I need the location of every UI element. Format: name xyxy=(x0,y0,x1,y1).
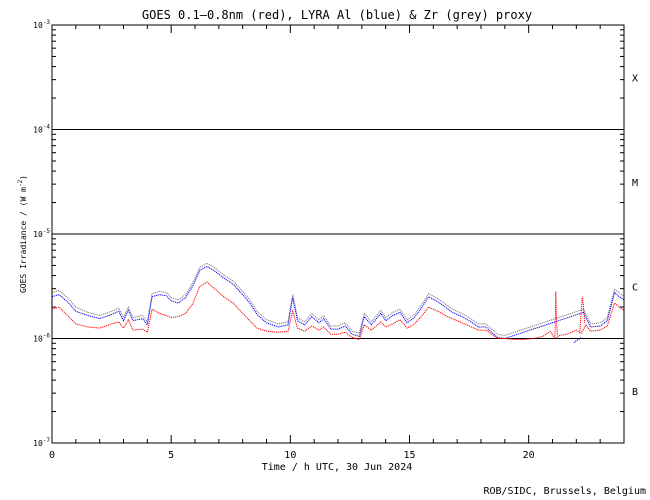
y-axis-ticks: 10-7 10-6 10-5 10-4 10-3 xyxy=(33,19,624,448)
credit-text: ROB/SIDC, Brussels, Belgium xyxy=(483,486,646,497)
y-axis-label-close: ) xyxy=(19,175,28,180)
series-goes_spike xyxy=(554,291,558,337)
x-tick-label-15: 15 xyxy=(403,450,415,461)
series-goes_spike2 xyxy=(579,296,586,332)
chart-title: GOES 0.1—0.8nm (red), LYRA Al (blue) & Z… xyxy=(142,8,532,22)
series-al xyxy=(51,265,625,340)
y-axis-label-main: GOES Irradiance / (W m xyxy=(19,187,28,293)
y-tick-label--6: 10-6 xyxy=(33,333,50,344)
y-tick-label--4: 10-4 xyxy=(33,124,50,135)
x-axis-label: Time / h UTC, 30 Jun 2024 xyxy=(262,462,413,473)
y-tick-label--3: 10-3 xyxy=(33,19,50,30)
x-tick-label-5: 5 xyxy=(168,450,174,461)
y-tick-label--7: 10-7 xyxy=(33,437,50,448)
x-tick-label-20: 20 xyxy=(523,450,535,461)
series-goes xyxy=(51,281,625,341)
flare-class-lines xyxy=(52,129,624,339)
flare-class-X: X xyxy=(632,73,638,84)
flare-class-M: M xyxy=(632,178,638,189)
y-axis-label-sup: -2 xyxy=(17,179,24,187)
flare-class-B: B xyxy=(632,387,638,398)
x-tick-label-10: 10 xyxy=(284,450,296,461)
flare-class-C: C xyxy=(632,282,638,293)
y-axis-label: GOES Irradiance / (W m-2) xyxy=(17,175,28,293)
series-zr xyxy=(51,262,625,336)
series-group xyxy=(51,262,625,344)
x-tick-label-0: 0 xyxy=(49,450,55,461)
series-al_gap xyxy=(573,337,582,344)
y-tick-label--5: 10-5 xyxy=(33,228,50,239)
flare-class-labels: B C M X xyxy=(632,73,638,398)
x-axis-ticks: 0 5 10 15 20 xyxy=(49,25,625,461)
